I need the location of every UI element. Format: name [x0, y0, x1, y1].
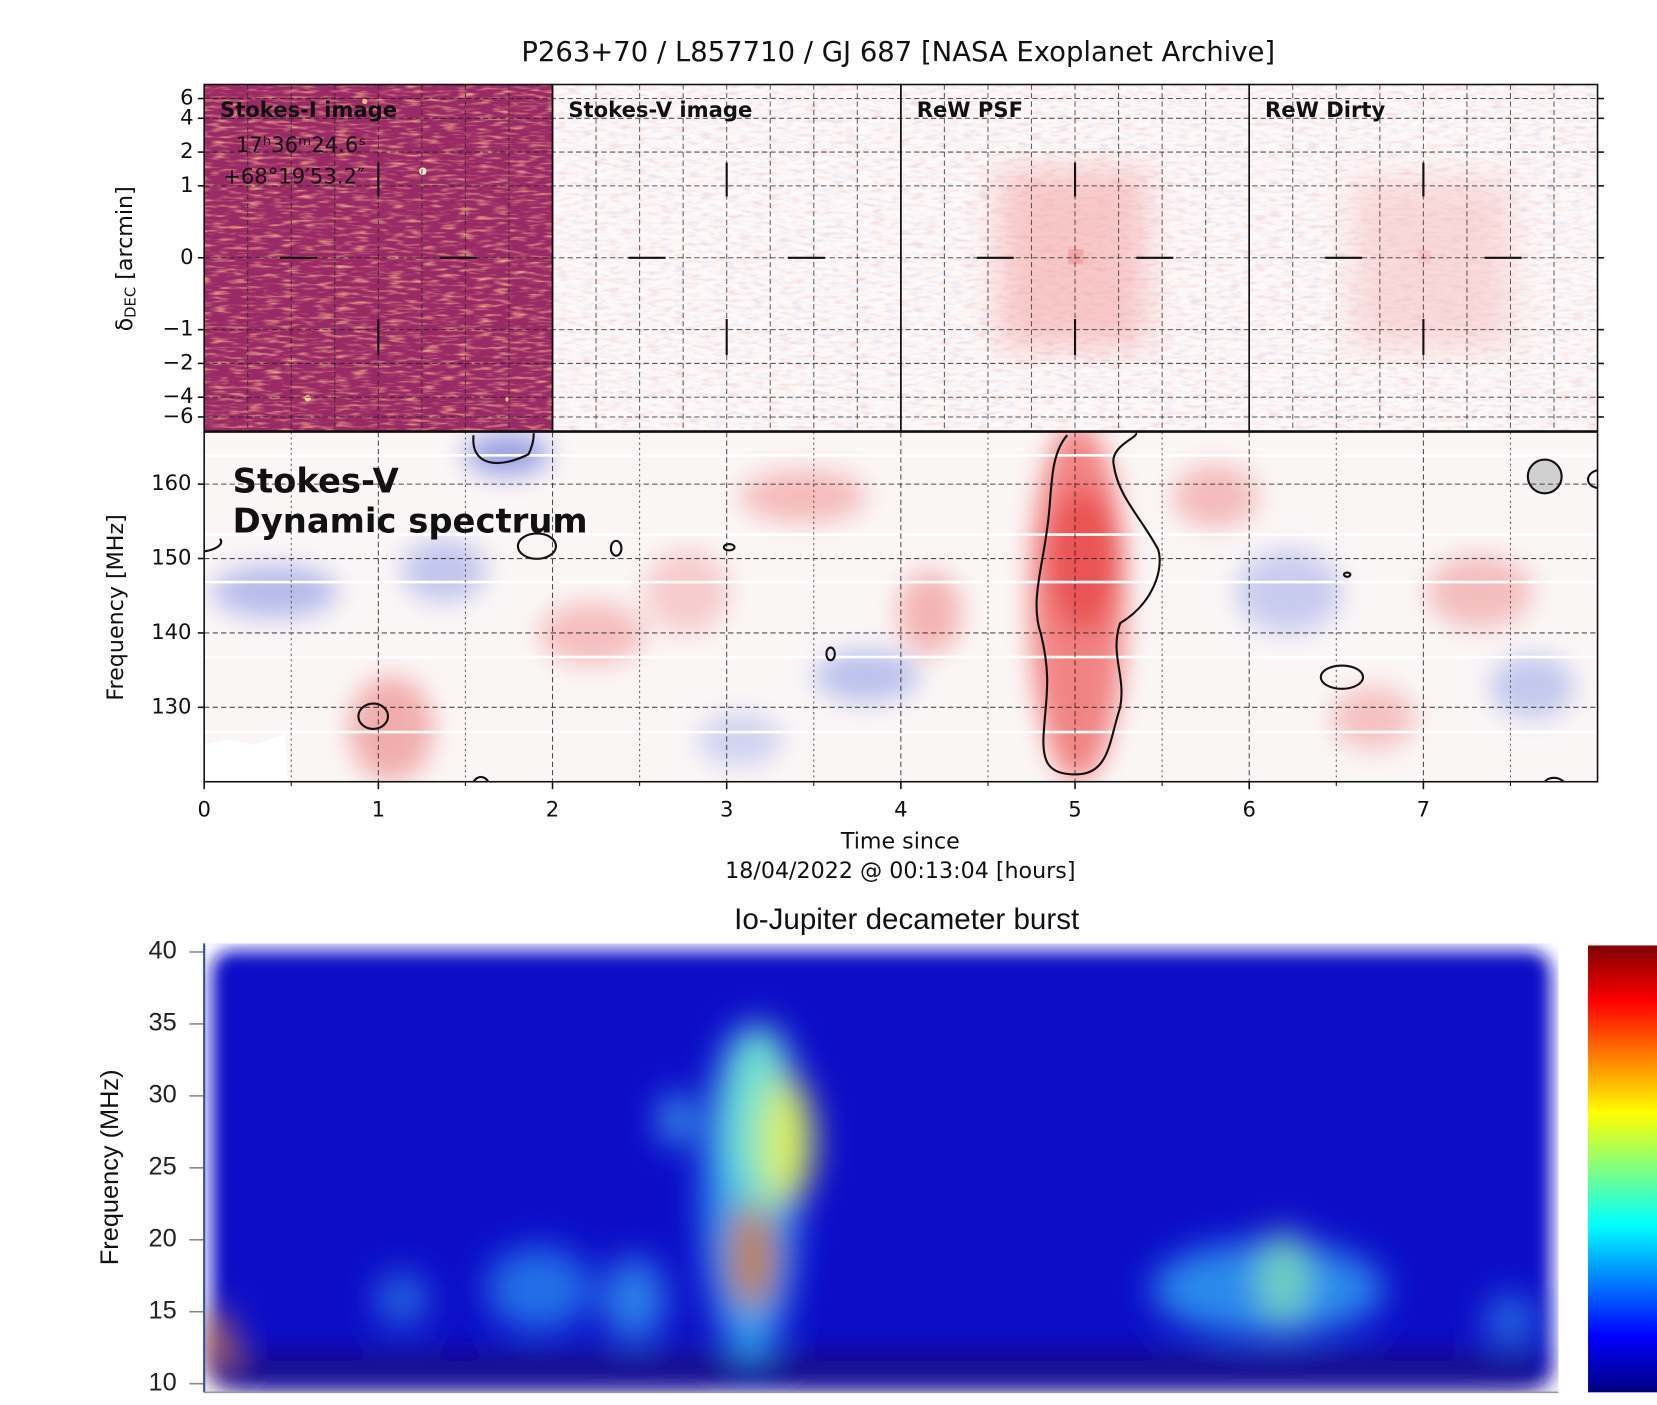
y-tick-label: 130 — [151, 693, 191, 718]
panel-label: Stokes-V image — [568, 97, 752, 122]
x-tick-label: 6 — [1242, 796, 1255, 821]
panel-title: Dynamic spectrum — [233, 501, 588, 540]
y-axis-label-symbol: δ — [111, 318, 137, 332]
image-highlights — [304, 98, 1511, 402]
y-tick-label: 0 — [180, 244, 193, 269]
panel-title: Stokes-V — [233, 461, 399, 500]
y-tick-label: 140 — [151, 619, 191, 644]
x-tick-label: 4 — [894, 796, 907, 821]
x-tick-label: 2 — [546, 796, 559, 821]
y-axis-label: Frequency (MHz) — [96, 1069, 124, 1265]
x-tick-label: 7 — [1417, 796, 1430, 821]
y-tick-label: 20 — [149, 1224, 177, 1252]
y-axis-label-unit: [arcmin] — [111, 186, 137, 280]
colorbar — [1588, 945, 1657, 1393]
y-tick-label: 160 — [151, 470, 191, 495]
y-tick-label: 15 — [149, 1296, 177, 1324]
y-tick-label: −6 — [162, 403, 193, 428]
y-axis-label: δDEC [arcmin] — [111, 186, 139, 331]
y-tick-label: 10 — [149, 1368, 177, 1396]
panel-label: ReW PSF — [917, 97, 1023, 122]
x-tick-label: 1 — [372, 796, 385, 821]
plot-frame — [203, 431, 1599, 783]
y-tick-label: 30 — [149, 1081, 177, 1109]
x-axis-label: Time since — [840, 828, 960, 854]
chart-title: Io-Jupiter decameter burst — [734, 903, 1079, 936]
x-tick-label: 0 — [197, 796, 210, 821]
y-tick-label: 4 — [180, 104, 193, 129]
annotation: 17ʰ36ᵐ24.6ˢ — [236, 132, 366, 157]
annotation: +68°19′53.2″ — [223, 163, 365, 188]
y-axis-label-subscript: DEC — [122, 287, 139, 318]
x-tick-label: 3 — [720, 796, 733, 821]
y-axis-label: Frequency [MHz] — [103, 514, 129, 700]
spectrum-image — [204, 432, 1598, 782]
io-image — [204, 943, 1559, 1393]
y-axis-label-space — [111, 280, 137, 287]
y-tick-label: 6 — [180, 85, 193, 110]
y-tick-label: 35 — [149, 1009, 177, 1037]
panel-label: ReW Dirty — [1265, 97, 1385, 122]
y-tick-label: 1 — [180, 172, 193, 197]
y-tick-label: 150 — [151, 545, 191, 570]
y-tick-label: 40 — [149, 937, 177, 965]
x-tick-label: 5 — [1068, 796, 1081, 821]
y-tick-label: 2 — [180, 138, 193, 163]
panel-label: Stokes-I image — [220, 97, 397, 122]
y-tick-label: 25 — [149, 1153, 177, 1181]
x-axis-label: 18/04/2022 @ 00:13:04 [hours] — [725, 858, 1075, 884]
y-tick-label: −4 — [162, 383, 193, 408]
figure-title: P263+70 / L857710 / GJ 687 [NASA Exoplan… — [521, 37, 1275, 68]
y-tick-label: −1 — [162, 316, 193, 341]
y-tick-label: −2 — [162, 349, 193, 374]
